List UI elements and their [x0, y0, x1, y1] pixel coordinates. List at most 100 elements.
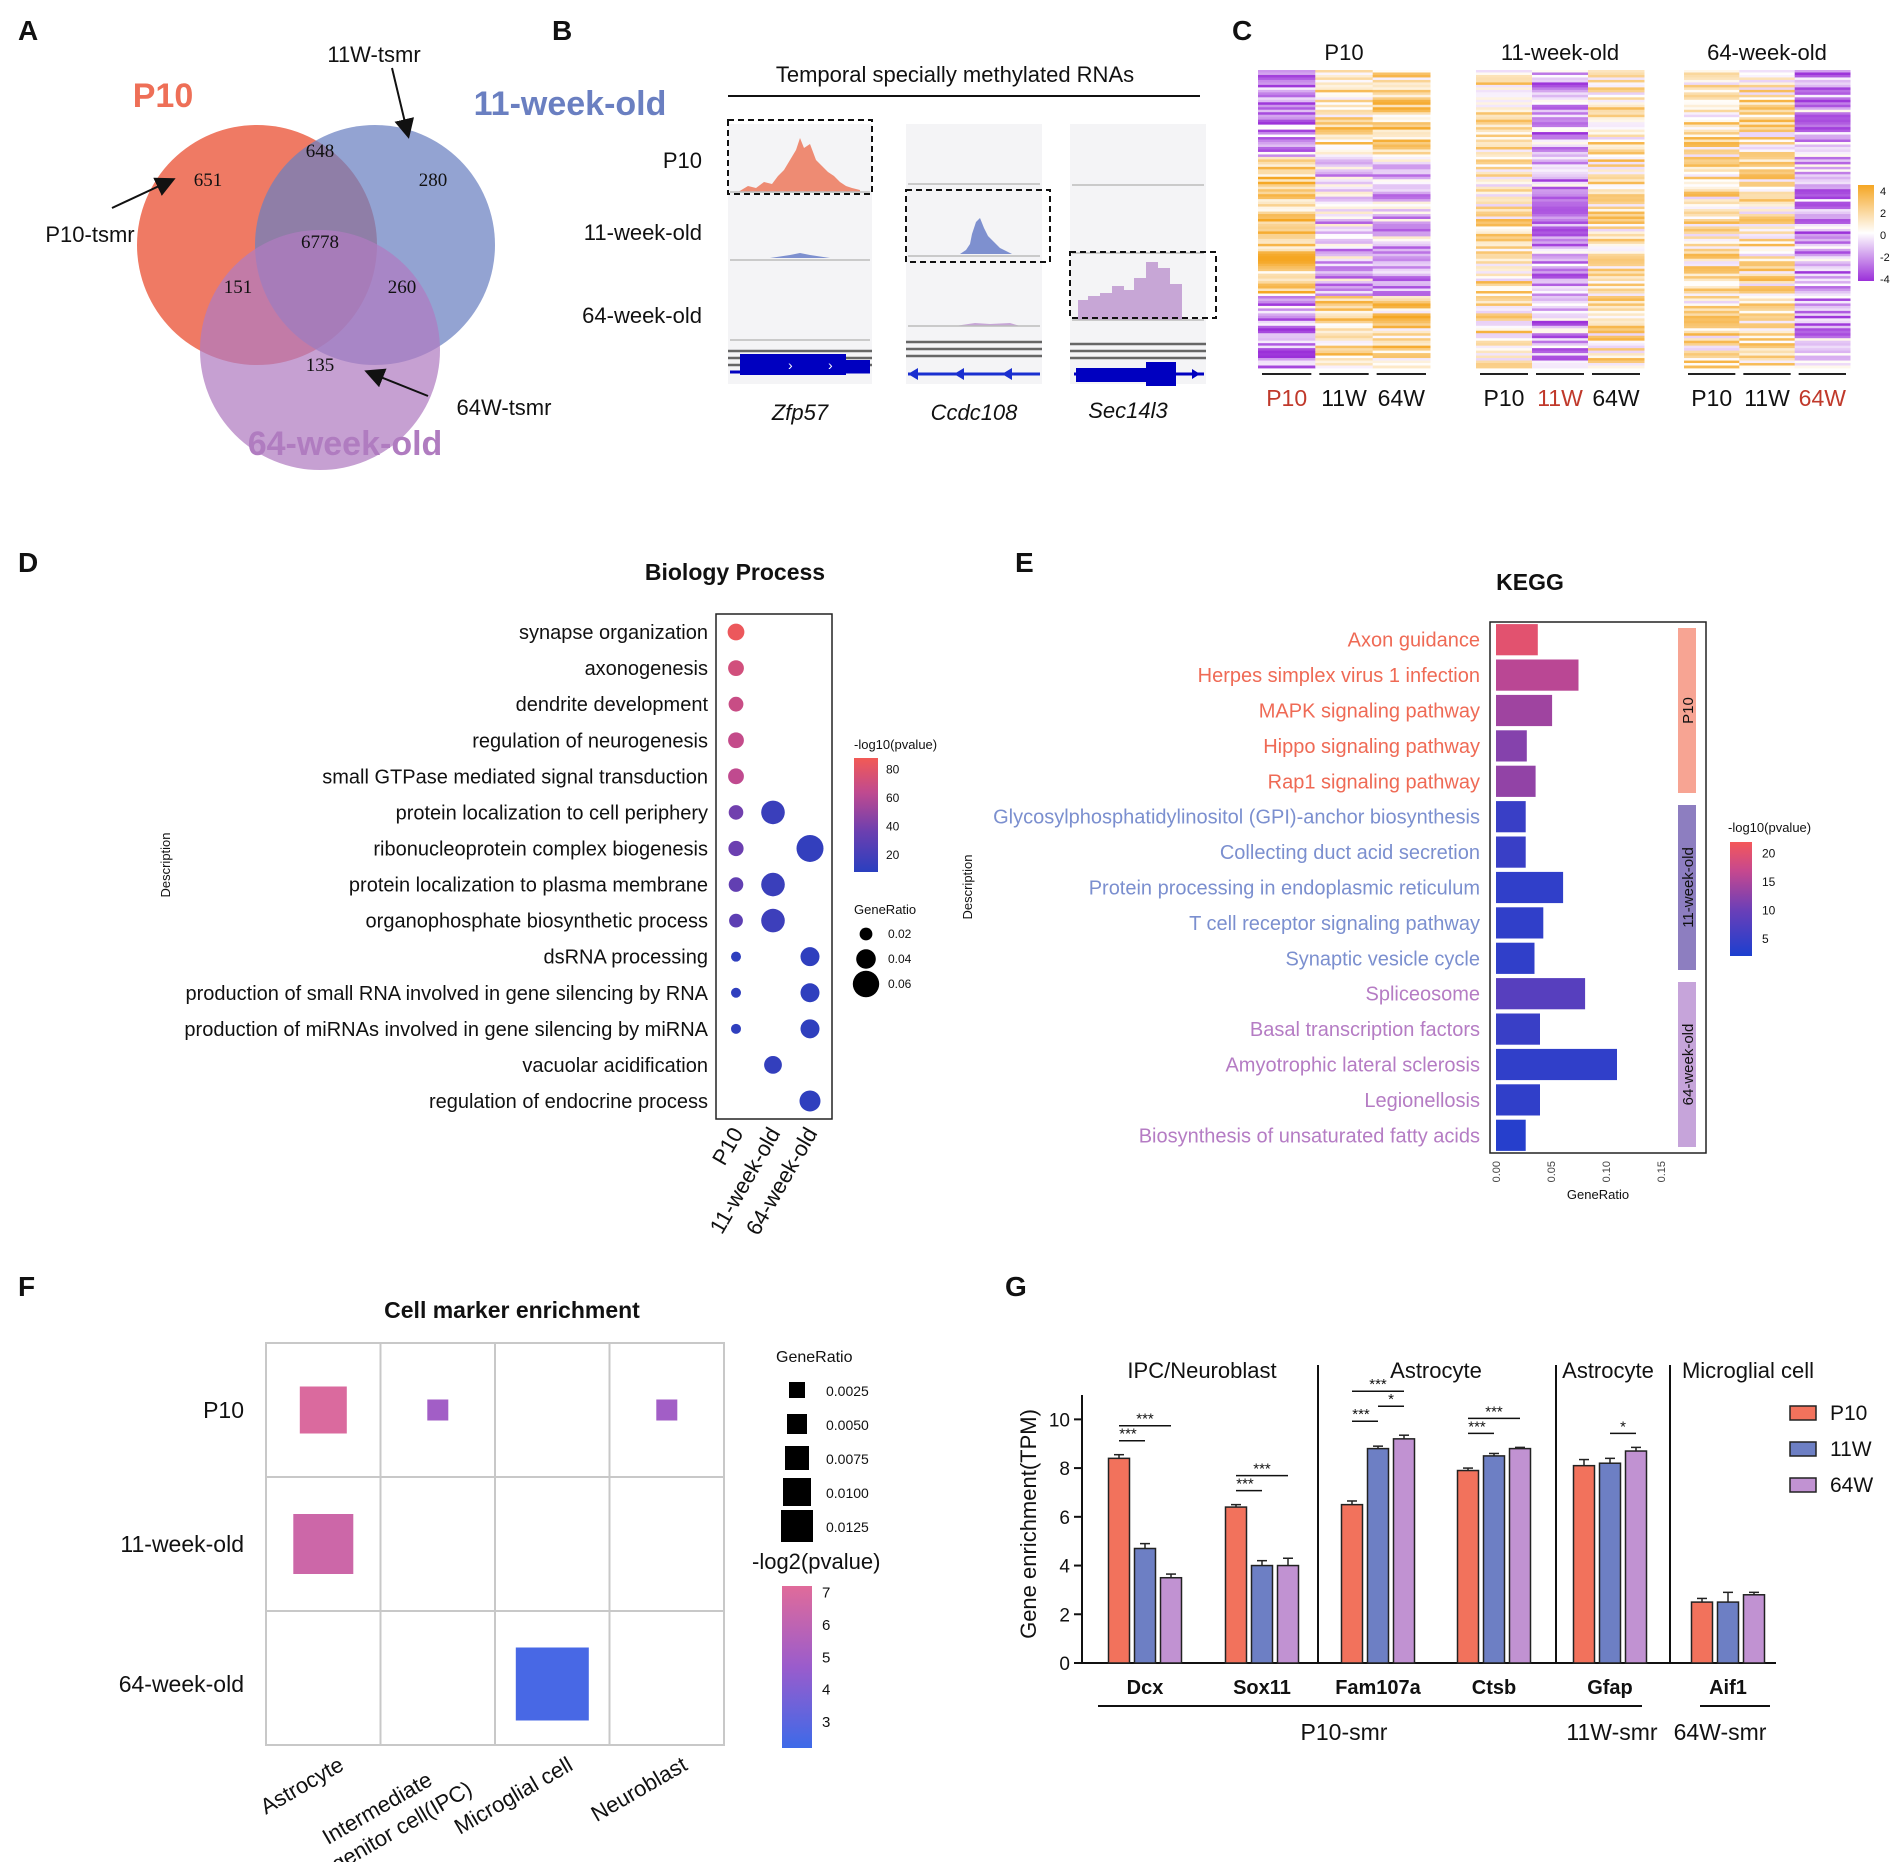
heatmap-cell	[1315, 139, 1374, 143]
heatmap-cell	[1588, 102, 1645, 106]
heatmap-cell	[1476, 315, 1533, 319]
heatmap-cell	[1258, 291, 1316, 294]
group-strip-label: 11-week-old	[1680, 847, 1697, 928]
heatmap-cell	[1794, 253, 1851, 257]
heatmap-cell	[1794, 191, 1851, 195]
heatmap-cell	[1739, 298, 1796, 302]
heatmap-cell	[1739, 209, 1796, 212]
heatmap-cell	[1258, 320, 1316, 324]
size-legend-square	[783, 1478, 811, 1506]
kegg-bar	[1496, 836, 1526, 868]
heatmap-col-label: P10	[1691, 385, 1732, 411]
heatmap-cell	[1372, 363, 1431, 366]
heatmap-cell	[1476, 77, 1533, 81]
heatmap-cell	[1532, 196, 1589, 200]
heatmap-cell	[1315, 278, 1374, 282]
heatmap-cell	[1794, 156, 1851, 160]
heatmap-cell	[1258, 261, 1316, 265]
heatmap-cell	[1794, 340, 1851, 344]
heatmap-cell	[1258, 122, 1316, 126]
size-legend-square	[781, 1510, 813, 1542]
heatmap-cell	[1739, 363, 1796, 366]
heatmap-cell	[1315, 330, 1374, 334]
heatmap-cell	[1739, 308, 1796, 312]
heatmap-cell	[1315, 268, 1374, 272]
heatmap-cell	[1739, 82, 1796, 86]
col-label-line: Astrocyte	[256, 1752, 348, 1820]
heatmap-cell	[1315, 201, 1374, 205]
heatmap-cell	[1588, 94, 1645, 98]
heatmap-cell	[1739, 201, 1796, 205]
heatmap-cell	[1258, 171, 1316, 175]
heatmap-cell	[1588, 246, 1645, 250]
kegg-bar	[1496, 1084, 1540, 1116]
heatmap-cell	[1476, 87, 1533, 91]
heatmap-cell	[1588, 271, 1645, 275]
heatmap-cell	[1739, 333, 1796, 337]
heatmap-cell	[1258, 226, 1316, 230]
heatmap-cell	[1532, 189, 1589, 193]
heatmap-cell	[1684, 70, 1740, 73]
heatmap-cell	[1258, 360, 1316, 364]
significance-stars: *	[1388, 1391, 1394, 1408]
enrichment-dot	[728, 660, 744, 677]
heatmap-cell	[1372, 248, 1431, 252]
cell-type-label: Microglial cell	[1682, 1358, 1814, 1383]
heatmap-cell	[1372, 151, 1431, 155]
heatmap-cell	[1315, 358, 1374, 361]
heatmap-cell	[1588, 114, 1645, 118]
heatmap-cell	[1684, 189, 1740, 193]
heatmap-cell	[1476, 236, 1533, 240]
kegg-bar	[1496, 871, 1564, 904]
kegg-bar	[1496, 942, 1535, 974]
heatmap-cell	[1684, 300, 1740, 304]
heatmap-cell	[1258, 308, 1316, 312]
size-tick: 0.02	[888, 927, 912, 941]
heatmap-cell	[1794, 122, 1851, 126]
heatmap-col-label: 11W	[1537, 385, 1583, 411]
heatmap-cell	[1794, 233, 1851, 237]
heatmap-cell	[1315, 320, 1374, 324]
panel-a: A P10 11-week-old 64-week-old 651 648 28…	[18, 15, 666, 470]
heatmap-cell	[1258, 161, 1316, 165]
heatmap-cell	[1258, 189, 1316, 193]
size-legend-dot	[852, 970, 880, 998]
arrow-11w-tsmr	[391, 67, 415, 139]
heatmap-cell	[1588, 223, 1645, 227]
heatmap-cell	[1315, 102, 1374, 106]
heatmap-cell	[1794, 102, 1851, 106]
heatmap-cell	[1372, 268, 1431, 272]
heatmap-cell	[1739, 156, 1796, 160]
heatmap-cell	[1794, 355, 1851, 359]
heatmap-cell	[1258, 325, 1316, 329]
heatmap-cell	[1532, 206, 1589, 210]
heatmap-cell	[1532, 72, 1589, 76]
heatmap-cell	[1476, 109, 1533, 113]
heatmap-cell	[1532, 74, 1589, 78]
heatmap-cell	[1372, 139, 1431, 143]
y-axis-title: Description	[158, 832, 173, 897]
heatmap-cell	[1794, 350, 1851, 354]
heatmap-cell	[1588, 310, 1645, 314]
heatmap-cell	[1794, 129, 1851, 133]
heatmap-cell	[1372, 333, 1431, 337]
heatmap-cell	[1315, 219, 1374, 222]
heatmap-col-label: 11W	[1744, 385, 1790, 411]
term-label: dendrite development	[516, 694, 709, 716]
heatmap-cell	[1372, 353, 1431, 356]
heatmap-cell	[1794, 104, 1851, 108]
heatmap-cell	[1794, 353, 1851, 356]
heatmap-cell	[1315, 137, 1374, 140]
heatmap-cell	[1258, 127, 1316, 130]
heatmap-cell	[1588, 291, 1645, 294]
heatmap-cell	[1739, 263, 1796, 267]
heatmap-cell	[1372, 355, 1431, 359]
heatmap-cell	[1476, 137, 1533, 140]
heatmap-cell	[1476, 216, 1533, 220]
heatmap-cell	[1476, 363, 1533, 366]
heatmap-cell	[1532, 291, 1589, 294]
heatmap-cell	[1588, 335, 1645, 339]
legend-swatch	[1789, 1477, 1817, 1493]
heatmap-cell	[1258, 253, 1316, 257]
color-legend-title: -log2(pvalue)	[752, 1549, 880, 1574]
